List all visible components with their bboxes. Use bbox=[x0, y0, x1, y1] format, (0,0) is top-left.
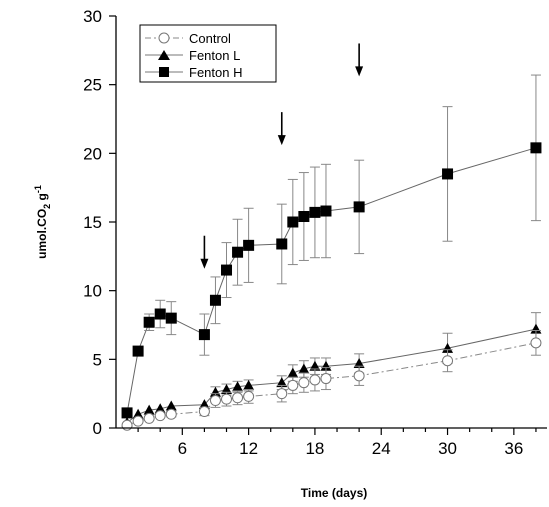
data-point-fenton-l-6 bbox=[209, 386, 221, 397]
data-point-fenton-h-8 bbox=[232, 246, 244, 258]
legend-label-fenton-l: Fenton L bbox=[189, 48, 240, 63]
data-point-control-13 bbox=[309, 374, 321, 386]
data-point-control-11 bbox=[287, 379, 299, 391]
arrow-down-icon-1 bbox=[277, 112, 286, 146]
data-point-control-10 bbox=[276, 388, 288, 400]
y-axis-title-sub: 2 bbox=[42, 204, 52, 209]
data-point-fenton-h-5 bbox=[198, 329, 210, 341]
legend-item-control: Control bbox=[145, 31, 231, 46]
legend-marker-fenton-h bbox=[159, 67, 169, 77]
data-point-fenton-l-8 bbox=[232, 381, 244, 392]
x-tick-label-3: 24 bbox=[372, 439, 391, 458]
data-point-fenton-l-4 bbox=[165, 400, 177, 411]
data-point-control-7 bbox=[221, 393, 233, 405]
data-point-fenton-h-16 bbox=[442, 168, 454, 180]
y-tick-label-3: 15 bbox=[83, 213, 102, 232]
data-point-fenton-l-10 bbox=[276, 377, 288, 388]
data-point-fenton-l-5 bbox=[198, 399, 210, 410]
legend-marker-fenton-l bbox=[158, 50, 170, 60]
data-point-fenton-l-17 bbox=[530, 323, 542, 334]
data-point-fenton-h-10 bbox=[276, 238, 288, 250]
data-point-fenton-l-12 bbox=[298, 363, 310, 374]
data-point-fenton-h-2 bbox=[143, 316, 155, 328]
data-point-control-16 bbox=[442, 355, 454, 367]
series-fenton-l bbox=[121, 312, 542, 428]
data-point-control-15 bbox=[353, 370, 365, 382]
arrow-head bbox=[277, 135, 286, 146]
data-point-control-3 bbox=[154, 410, 166, 422]
x-tick-label-0: 6 bbox=[178, 439, 187, 458]
data-point-fenton-h-17 bbox=[530, 142, 542, 154]
data-point-fenton-h-3 bbox=[154, 308, 166, 320]
data-point-fenton-l-16 bbox=[442, 342, 454, 353]
series-line-control bbox=[126, 342, 536, 426]
y-axis-title-main: umol.CO bbox=[35, 209, 49, 259]
data-point-fenton-l-2 bbox=[143, 404, 155, 415]
y-axis-title-unit: g bbox=[35, 193, 49, 204]
arrow-down-icon-0 bbox=[200, 235, 209, 269]
data-point-fenton-h-0 bbox=[121, 407, 133, 419]
series-line-fenton-h bbox=[126, 147, 537, 413]
legend-item-fenton-l: Fenton L bbox=[145, 48, 240, 63]
data-point-control-9 bbox=[243, 390, 255, 402]
data-point-control-6 bbox=[209, 395, 221, 407]
data-point-fenton-l-3 bbox=[154, 403, 166, 414]
y-tick-label-1: 5 bbox=[93, 350, 102, 369]
data-point-control-0 bbox=[121, 419, 133, 431]
data-point-fenton-h-1 bbox=[132, 345, 144, 357]
data-point-fenton-l-1 bbox=[132, 408, 144, 419]
data-point-fenton-h-12 bbox=[298, 211, 310, 223]
x-tick-label-2: 18 bbox=[305, 439, 324, 458]
legend: Control Fenton L Fenton H bbox=[139, 24, 277, 83]
data-point-fenton-l-14 bbox=[320, 360, 332, 371]
y-axis-title: umol.CO2 g-1 bbox=[33, 185, 52, 259]
plot-area bbox=[121, 74, 542, 431]
data-point-control-17 bbox=[530, 337, 542, 349]
series-line-fenton-l bbox=[126, 328, 537, 423]
y-tick-label-4: 20 bbox=[83, 144, 102, 163]
arrow-down-icon-2 bbox=[355, 43, 364, 77]
data-point-fenton-l-15 bbox=[353, 357, 365, 368]
data-point-control-1 bbox=[132, 415, 144, 427]
data-point-fenton-l-7 bbox=[221, 384, 233, 395]
y-tick-label-0: 0 bbox=[93, 419, 102, 438]
y-tick-label-5: 25 bbox=[83, 76, 102, 95]
data-point-fenton-l-11 bbox=[287, 367, 299, 378]
ticks: 0 5 10 15 20 25 30 6 12 18 24 30 36 bbox=[83, 7, 537, 458]
data-point-control-8 bbox=[232, 392, 244, 404]
data-point-fenton-l-13 bbox=[309, 360, 321, 371]
series-fenton-h bbox=[121, 74, 542, 419]
data-point-control-5 bbox=[198, 406, 210, 418]
legend-label-control: Control bbox=[189, 31, 231, 46]
y-tick-label-2: 10 bbox=[83, 282, 102, 301]
data-point-fenton-h-7 bbox=[221, 264, 233, 276]
data-point-control-2 bbox=[143, 412, 155, 424]
data-point-fenton-h-15 bbox=[353, 201, 365, 213]
x-tick-label-4: 30 bbox=[438, 439, 457, 458]
data-point-control-4 bbox=[165, 408, 177, 420]
arrow-head bbox=[200, 258, 209, 269]
data-point-control-12 bbox=[298, 377, 310, 389]
data-point-fenton-h-14 bbox=[320, 205, 332, 217]
arrow-head bbox=[355, 66, 364, 77]
y-axis-title-sup: -1 bbox=[33, 185, 43, 193]
data-point-fenton-h-4 bbox=[165, 312, 177, 324]
legend-item-fenton-h: Fenton H bbox=[145, 65, 242, 80]
data-point-fenton-h-6 bbox=[209, 294, 221, 306]
legend-label-fenton-h: Fenton H bbox=[189, 65, 242, 80]
data-point-fenton-h-11 bbox=[287, 216, 299, 228]
data-point-fenton-h-13 bbox=[309, 206, 321, 218]
data-point-fenton-h-9 bbox=[243, 239, 255, 251]
annotation-arrows bbox=[200, 43, 364, 269]
data-point-fenton-l-9 bbox=[243, 379, 255, 390]
x-tick-label-1: 12 bbox=[239, 439, 258, 458]
data-point-control-14 bbox=[320, 373, 332, 385]
series-control bbox=[121, 329, 542, 431]
y-tick-label-6: 30 bbox=[83, 7, 102, 26]
legend-marker-control bbox=[158, 32, 170, 44]
x-axis-title: Time (days) bbox=[301, 486, 367, 500]
x-tick-label-5: 36 bbox=[504, 439, 523, 458]
